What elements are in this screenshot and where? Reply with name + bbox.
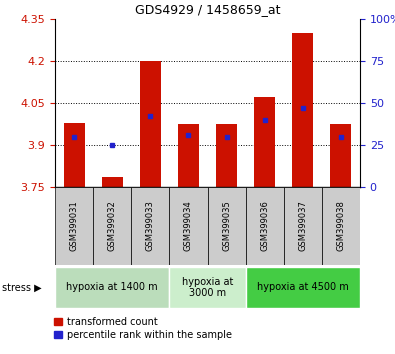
Bar xyxy=(292,33,313,187)
FancyBboxPatch shape xyxy=(55,187,93,265)
Text: GSM399031: GSM399031 xyxy=(70,201,79,251)
Text: GSM399035: GSM399035 xyxy=(222,201,231,251)
Text: hypoxia at
3000 m: hypoxia at 3000 m xyxy=(182,277,233,298)
FancyBboxPatch shape xyxy=(284,187,322,265)
Text: stress ▶: stress ▶ xyxy=(2,282,41,292)
Bar xyxy=(64,122,85,187)
FancyBboxPatch shape xyxy=(169,187,207,265)
Bar xyxy=(140,61,161,187)
Text: GSM399037: GSM399037 xyxy=(298,201,307,251)
FancyBboxPatch shape xyxy=(246,187,284,265)
Text: GSM399033: GSM399033 xyxy=(146,201,155,251)
Text: hypoxia at 1400 m: hypoxia at 1400 m xyxy=(66,282,158,292)
Bar xyxy=(216,124,237,187)
Bar xyxy=(102,177,123,187)
Text: GSM399034: GSM399034 xyxy=(184,201,193,251)
Bar xyxy=(254,97,275,187)
FancyBboxPatch shape xyxy=(55,267,169,308)
FancyBboxPatch shape xyxy=(246,267,360,308)
Bar xyxy=(331,124,352,187)
Text: hypoxia at 4500 m: hypoxia at 4500 m xyxy=(257,282,349,292)
Legend: transformed count, percentile rank within the sample: transformed count, percentile rank withi… xyxy=(52,315,233,342)
Text: GSM399038: GSM399038 xyxy=(337,201,346,251)
FancyBboxPatch shape xyxy=(169,267,246,308)
Text: GSM399036: GSM399036 xyxy=(260,201,269,251)
FancyBboxPatch shape xyxy=(131,187,169,265)
Text: GSM399032: GSM399032 xyxy=(108,201,117,251)
FancyBboxPatch shape xyxy=(207,187,246,265)
FancyBboxPatch shape xyxy=(322,187,360,265)
Bar xyxy=(178,124,199,187)
FancyBboxPatch shape xyxy=(93,187,131,265)
Title: GDS4929 / 1458659_at: GDS4929 / 1458659_at xyxy=(135,4,280,16)
